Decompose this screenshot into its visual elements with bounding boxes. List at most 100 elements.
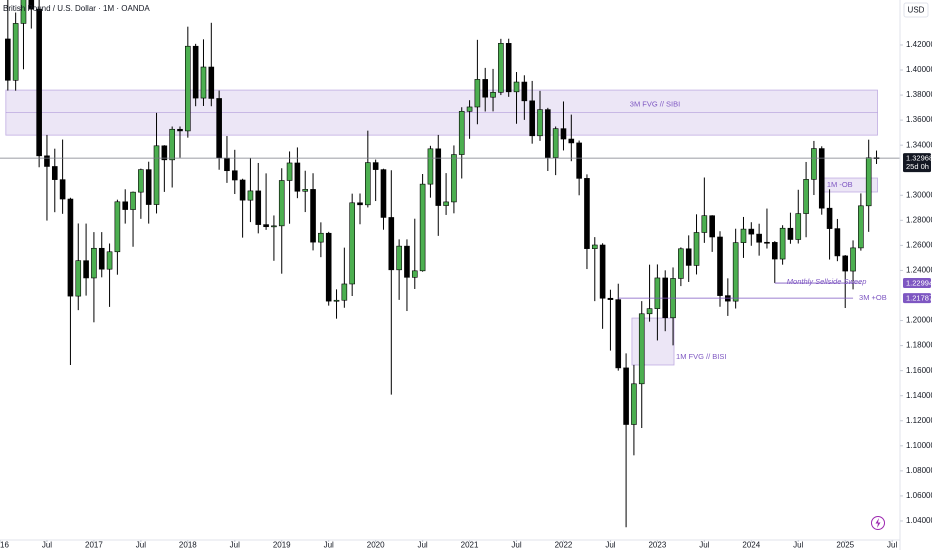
candle-body [224, 157, 230, 172]
y-tick-label: 1.18000 [906, 341, 932, 350]
logo-ring [871, 516, 885, 530]
candle-body [474, 79, 481, 108]
candle-body [568, 138, 575, 144]
candle-body [576, 142, 582, 179]
candle-body [842, 255, 849, 272]
y-tick-label: 1.28000 [906, 215, 932, 224]
y-tick-label: 1.06000 [906, 491, 932, 500]
axes: 1.04000 1.06000 1.08000 1.10000 1.12000 1.140… [0, 40, 932, 550]
candle-body [231, 170, 238, 181]
y-tick-label: 1.20000 [906, 316, 932, 325]
candle-body [638, 313, 645, 385]
candle-body [341, 283, 348, 301]
candle-body [388, 217, 395, 271]
x-tick-label: Jul [887, 541, 897, 550]
candle-body [631, 383, 637, 425]
candle-body [443, 201, 449, 206]
y-tick-label: 1.36000 [906, 115, 932, 124]
candle-body [411, 270, 418, 278]
level-label: 3M +OB [859, 293, 887, 302]
candle-body [482, 79, 489, 98]
candle-body [98, 247, 105, 270]
y-tick-label: 1.10000 [906, 441, 932, 450]
candle-body [748, 228, 755, 235]
candle-body [75, 260, 82, 297]
zone-label: 1M FVG // BISI [676, 352, 726, 361]
x-tick-label: Jul [417, 541, 427, 550]
candle-body [114, 201, 121, 253]
y-tick-label: 1.14000 [906, 391, 932, 400]
candle-body [552, 128, 559, 158]
candle-body [200, 66, 207, 99]
candle-body [36, 8, 42, 157]
candle-body [693, 232, 700, 266]
candle-body [545, 109, 551, 158]
x-tick-label: 2017 [85, 541, 103, 550]
candle-body [623, 367, 629, 425]
candle-body [138, 169, 144, 193]
candle-body [811, 148, 817, 180]
candle-body [529, 100, 535, 137]
candle-body [161, 145, 168, 161]
y-tick-label: 1.38000 [906, 90, 932, 99]
x-tick-label: Jul [230, 541, 240, 550]
x-tick-label: Jul [699, 541, 709, 550]
candle-body [505, 43, 512, 93]
candle-body [834, 228, 841, 257]
candle-body [607, 297, 614, 300]
x-tick-label: 2016 [0, 541, 9, 550]
candle-body [615, 299, 622, 369]
candle-body [709, 215, 715, 238]
candle-body [130, 191, 136, 210]
x-tick-label: 2019 [273, 541, 291, 550]
x-tick-label: Jul [605, 541, 615, 550]
candle-body [185, 45, 191, 132]
candle-body [51, 166, 58, 180]
candle-body [318, 232, 324, 243]
candle-body [427, 148, 434, 185]
candle-body [278, 180, 285, 227]
candle-body [239, 179, 246, 201]
candle-body [216, 98, 222, 159]
currency[interactable]: USD [908, 6, 925, 15]
candle-body [521, 81, 528, 102]
candle-body [865, 157, 872, 207]
candle-body [294, 162, 301, 192]
candle-body [177, 128, 183, 132]
y-tick-label: 1.26000 [906, 240, 932, 249]
candle-body [764, 241, 770, 244]
candle-body [498, 43, 504, 93]
candle-body [59, 179, 66, 200]
candle-body [349, 202, 355, 285]
candle-body [858, 205, 864, 249]
candle-body [779, 227, 786, 260]
candle-body [122, 201, 129, 210]
candle-body [333, 299, 340, 302]
candle-body [302, 189, 309, 192]
candle-body [591, 244, 598, 249]
current-price-label: 1.32968 [906, 154, 932, 163]
currency-button[interactable] [903, 2, 929, 18]
y-tick-label: 1.12000 [906, 416, 932, 425]
candle-body [28, 0, 35, 10]
y-tick-label: 1.24000 [906, 266, 932, 275]
candle-body [380, 169, 387, 218]
y-tick-label: 1.04000 [906, 516, 932, 525]
candle-body [271, 225, 277, 228]
candle-body [756, 233, 762, 243]
candle-body [286, 162, 293, 181]
y-tick-label: 1.16000 [906, 366, 932, 375]
x-tick-label: Jul [511, 541, 521, 550]
candle-body [169, 128, 175, 161]
candle-body [357, 202, 363, 206]
zone [631, 317, 675, 366]
x-tick-label: 2024 [742, 541, 760, 550]
candle-body [192, 45, 199, 99]
candle-body [850, 247, 856, 272]
candle-body [560, 128, 567, 140]
candle-body [458, 111, 465, 155]
zone-label: 3M FVG // SIBI [630, 100, 680, 109]
x-tick-label: Jul [793, 541, 803, 550]
candle-body [91, 247, 97, 279]
